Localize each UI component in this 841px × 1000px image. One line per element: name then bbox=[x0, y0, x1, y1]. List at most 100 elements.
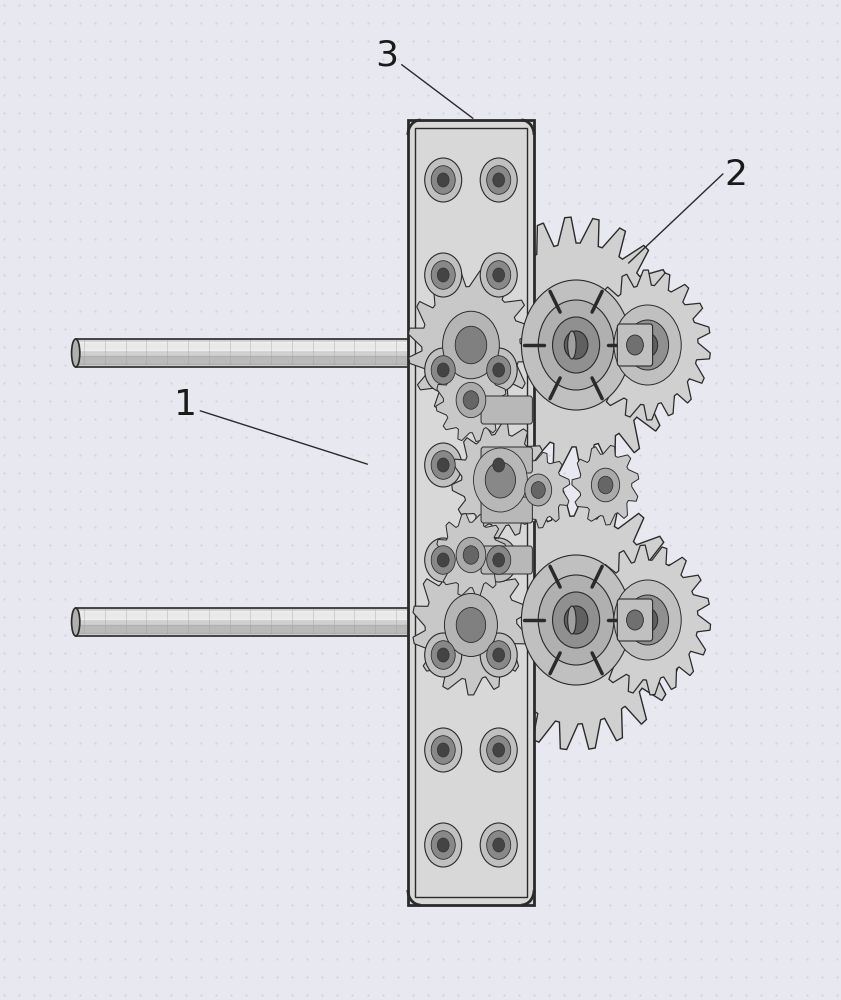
Circle shape bbox=[493, 553, 505, 567]
Circle shape bbox=[431, 736, 455, 764]
Circle shape bbox=[437, 363, 449, 377]
Circle shape bbox=[431, 261, 455, 289]
Text: 2: 2 bbox=[724, 158, 748, 192]
Circle shape bbox=[431, 356, 455, 384]
FancyBboxPatch shape bbox=[481, 447, 532, 473]
Circle shape bbox=[493, 268, 505, 282]
Circle shape bbox=[437, 268, 449, 282]
Ellipse shape bbox=[71, 339, 80, 367]
Circle shape bbox=[487, 831, 510, 859]
Polygon shape bbox=[467, 490, 685, 750]
Circle shape bbox=[480, 158, 517, 202]
Circle shape bbox=[485, 462, 516, 498]
Circle shape bbox=[437, 458, 449, 472]
Circle shape bbox=[431, 451, 455, 479]
FancyBboxPatch shape bbox=[617, 324, 653, 366]
Circle shape bbox=[455, 326, 487, 364]
Ellipse shape bbox=[568, 331, 576, 359]
Circle shape bbox=[627, 335, 643, 355]
Polygon shape bbox=[506, 452, 570, 528]
Circle shape bbox=[553, 592, 600, 648]
Circle shape bbox=[480, 538, 517, 582]
Circle shape bbox=[425, 253, 462, 297]
Circle shape bbox=[425, 443, 462, 487]
Bar bbox=[534, 606, 572, 634]
Circle shape bbox=[480, 633, 517, 677]
Ellipse shape bbox=[568, 606, 576, 634]
Circle shape bbox=[425, 728, 462, 772]
Circle shape bbox=[425, 538, 462, 582]
Bar bbox=[534, 331, 572, 359]
Circle shape bbox=[487, 166, 510, 194]
Circle shape bbox=[442, 311, 500, 379]
FancyBboxPatch shape bbox=[617, 599, 653, 641]
Circle shape bbox=[480, 823, 517, 867]
Circle shape bbox=[444, 593, 498, 656]
Circle shape bbox=[627, 320, 669, 370]
Circle shape bbox=[437, 743, 449, 757]
Circle shape bbox=[637, 333, 658, 357]
Circle shape bbox=[614, 580, 681, 660]
Circle shape bbox=[637, 608, 658, 632]
Circle shape bbox=[425, 823, 462, 867]
Circle shape bbox=[598, 476, 613, 494]
Circle shape bbox=[425, 158, 462, 202]
Circle shape bbox=[437, 553, 449, 567]
Circle shape bbox=[493, 363, 505, 377]
Circle shape bbox=[437, 838, 449, 852]
Text: 1: 1 bbox=[173, 388, 197, 422]
Circle shape bbox=[627, 610, 643, 630]
Circle shape bbox=[627, 595, 669, 645]
Bar bbox=[76, 608, 467, 636]
Circle shape bbox=[493, 648, 505, 662]
Text: 3: 3 bbox=[375, 38, 399, 72]
Circle shape bbox=[493, 838, 505, 852]
Circle shape bbox=[431, 166, 455, 194]
Circle shape bbox=[487, 356, 510, 384]
Circle shape bbox=[564, 606, 588, 634]
Circle shape bbox=[487, 451, 510, 479]
Circle shape bbox=[553, 317, 600, 373]
Polygon shape bbox=[409, 271, 533, 419]
FancyBboxPatch shape bbox=[481, 497, 532, 523]
Circle shape bbox=[538, 575, 614, 665]
Bar bbox=[76, 339, 467, 367]
Ellipse shape bbox=[71, 608, 80, 636]
Circle shape bbox=[480, 253, 517, 297]
Circle shape bbox=[456, 607, 486, 643]
Circle shape bbox=[487, 736, 510, 764]
Circle shape bbox=[456, 537, 486, 573]
Polygon shape bbox=[413, 555, 529, 695]
Circle shape bbox=[591, 468, 620, 502]
Circle shape bbox=[480, 348, 517, 392]
Circle shape bbox=[425, 633, 462, 677]
Circle shape bbox=[480, 443, 517, 487]
Polygon shape bbox=[436, 358, 506, 442]
Circle shape bbox=[425, 348, 462, 392]
Circle shape bbox=[538, 300, 614, 390]
Circle shape bbox=[614, 305, 681, 385]
Circle shape bbox=[431, 831, 455, 859]
Circle shape bbox=[463, 546, 479, 564]
Circle shape bbox=[463, 391, 479, 409]
Polygon shape bbox=[584, 545, 711, 695]
Circle shape bbox=[456, 382, 486, 418]
Circle shape bbox=[431, 641, 455, 669]
Circle shape bbox=[493, 173, 505, 187]
Circle shape bbox=[493, 743, 505, 757]
Circle shape bbox=[431, 546, 455, 574]
FancyBboxPatch shape bbox=[481, 546, 532, 574]
Polygon shape bbox=[436, 513, 506, 597]
Polygon shape bbox=[584, 270, 711, 420]
Circle shape bbox=[487, 261, 510, 289]
Circle shape bbox=[487, 546, 510, 574]
Circle shape bbox=[564, 331, 588, 359]
Circle shape bbox=[521, 280, 631, 410]
Polygon shape bbox=[408, 120, 534, 905]
Circle shape bbox=[532, 482, 545, 498]
Polygon shape bbox=[468, 217, 684, 473]
Circle shape bbox=[437, 173, 449, 187]
Circle shape bbox=[473, 448, 527, 512]
Circle shape bbox=[493, 458, 505, 472]
Circle shape bbox=[437, 648, 449, 662]
